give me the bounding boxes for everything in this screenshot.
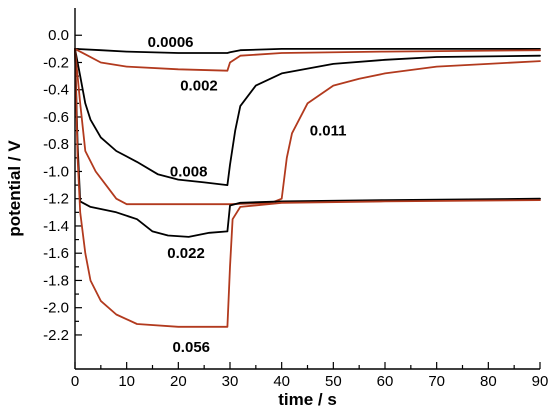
curve-label: 0.056: [172, 339, 210, 356]
y-tick-label: -1.0: [43, 163, 69, 180]
x-tick-label: 60: [377, 373, 394, 390]
y-tick-label: -1.4: [43, 218, 69, 235]
series-line-1: [74, 48, 541, 54]
y-tick-label: -1.2: [43, 191, 69, 208]
x-tick-label: 50: [325, 373, 342, 390]
series-line-3: [74, 48, 541, 186]
y-tick-label: -2.2: [43, 327, 69, 344]
x-tick-label: 90: [532, 373, 549, 390]
series-line-2: [74, 48, 541, 72]
x-axis-title: time / s: [278, 390, 337, 409]
x-tick-label: 0: [71, 373, 79, 390]
x-tick-label: 80: [480, 373, 497, 390]
series-line-5: [74, 48, 541, 238]
series-line-6: [74, 48, 541, 328]
y-tick-label: -0.6: [43, 109, 69, 126]
curve-label: 0.002: [180, 78, 218, 95]
x-tick-label: 20: [170, 373, 187, 390]
x-axis-ticks: 0 10 20 30 40 50 60 70 80 90: [71, 362, 549, 390]
series-line-4: [74, 48, 541, 206]
curve-label: 0.008: [170, 163, 208, 180]
curve-label: 0.011: [310, 123, 347, 140]
x-tick-label: 10: [118, 373, 135, 390]
y-tick-label: 0.0: [48, 27, 69, 44]
y-tick-label: -1.8: [43, 272, 69, 289]
series-lines: [74, 48, 541, 328]
y-tick-label: -0.4: [43, 82, 69, 99]
x-tick-label: 40: [273, 373, 290, 390]
x-tick-label: 70: [428, 373, 445, 390]
y-tick-label: -0.8: [43, 136, 69, 153]
curve-annotations: 0.0006 0.002 0.008 0.011 0.022 0.056: [148, 34, 347, 356]
x-tick-label: 30: [222, 373, 239, 390]
y-tick-label: -0.2: [43, 54, 69, 71]
curve-label: 0.0006: [148, 34, 194, 51]
y-axis-title: potential / V: [5, 140, 24, 237]
curve-label: 0.022: [167, 245, 205, 262]
y-tick-label: -2.0: [43, 300, 69, 317]
y-tick-label: -1.6: [43, 245, 69, 262]
